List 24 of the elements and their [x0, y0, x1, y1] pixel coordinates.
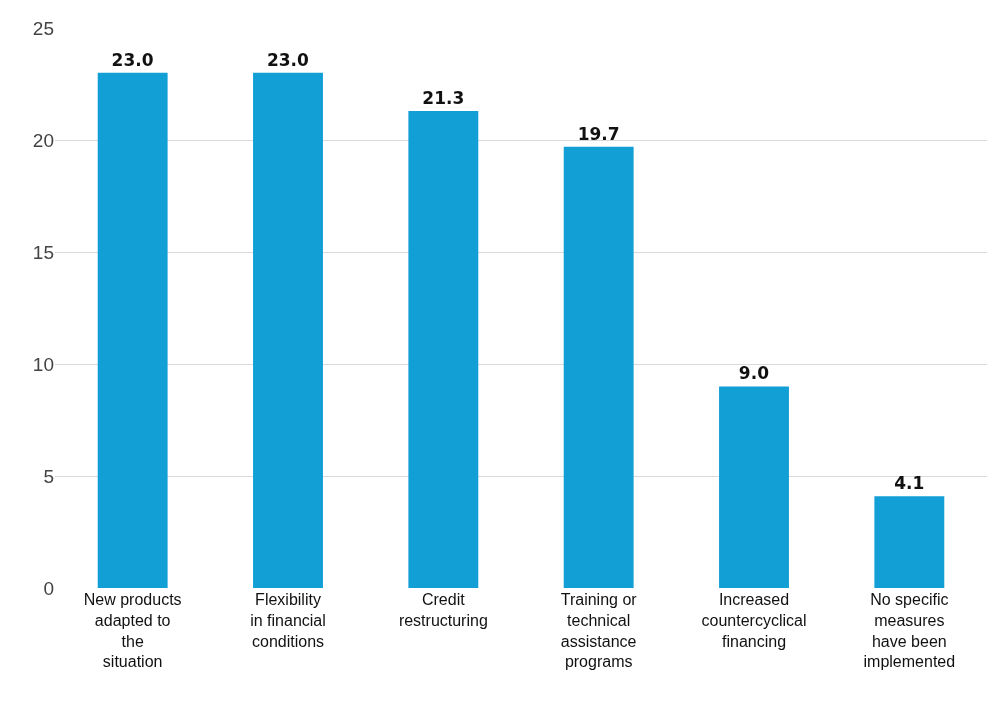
x-tick-label: Increased countercyclical financing [701, 591, 807, 650]
data-label: 21.3 [422, 87, 465, 108]
bar [719, 386, 789, 588]
y-tick-label: 15 [32, 241, 54, 263]
y-tick-label: 20 [32, 129, 54, 151]
bar [563, 146, 634, 588]
y-tick-label: 10 [32, 353, 54, 375]
y-tick-label: 0 [43, 577, 54, 599]
data-label: 23.0 [111, 49, 154, 70]
data-label: 23.0 [266, 49, 310, 70]
data-label: 4.1 [894, 473, 925, 494]
data-label: 19.7 [577, 123, 620, 144]
bar [874, 496, 945, 588]
data-label: 9.0 [738, 363, 770, 384]
bar [408, 110, 479, 588]
bar [97, 72, 168, 588]
y-tick-label: 25 [32, 17, 54, 39]
x-tick-label: Credit restructuring [398, 591, 488, 629]
x-tick-label: No specific measures have been implemented [863, 591, 956, 671]
x-tick-label: New products adapted to the situation [83, 591, 182, 671]
x-tick-label: Flexibility in financial conditions [250, 591, 326, 650]
y-tick-label: 5 [43, 465, 54, 487]
bar [253, 72, 323, 588]
x-tick-label: Training or technical assistance programs [560, 591, 638, 671]
